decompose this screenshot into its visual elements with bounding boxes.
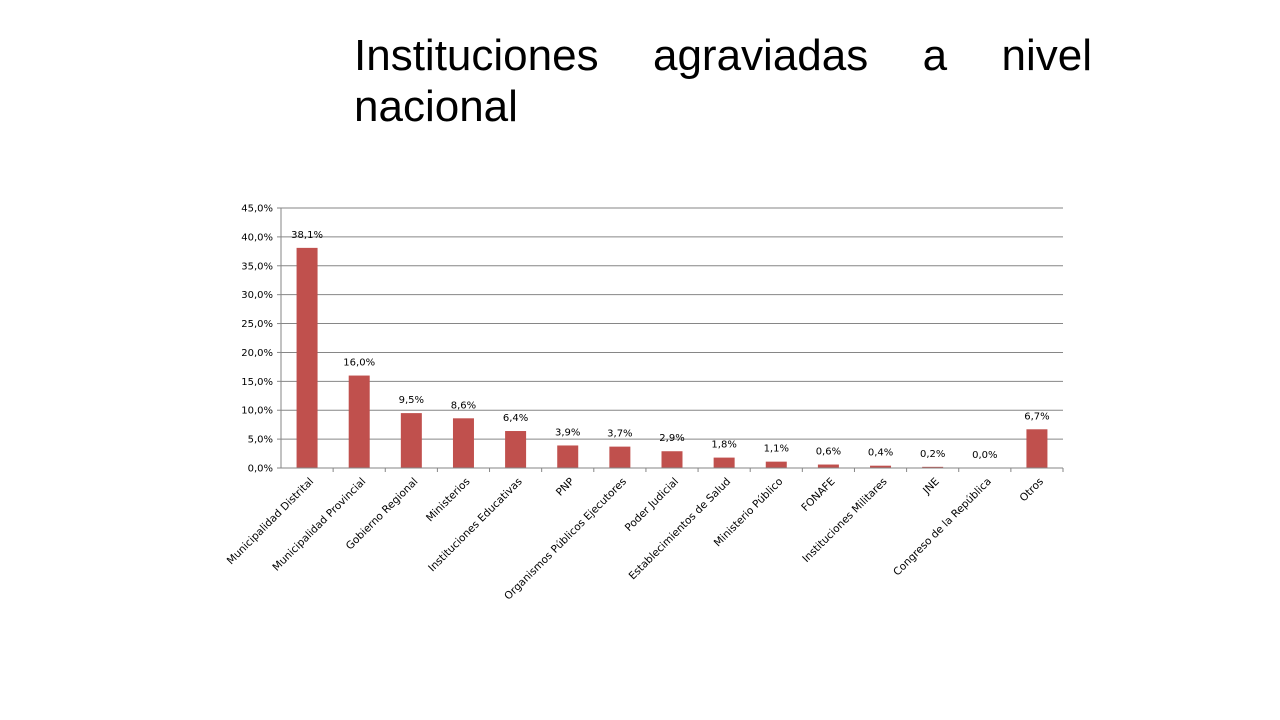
data-labels: 38,1% 16,0% 9,5% 8,6% 6,4% 3,9% 3,7% 2,9% 1,8% 1,… — [291, 230, 1049, 461]
y-tick-label: 40,0% — [241, 232, 273, 243]
bar — [817, 464, 839, 468]
gridlines — [281, 207, 1063, 469]
bar — [661, 451, 683, 468]
y-tick-label: 20,0% — [241, 348, 273, 359]
data-label: 3,9% — [555, 427, 580, 438]
bars — [296, 247, 1048, 468]
y-tick-label: 10,0% — [241, 406, 273, 417]
bar — [1026, 429, 1048, 468]
y-tick-label: 35,0% — [241, 261, 273, 272]
bar — [557, 445, 579, 468]
category-label: Ministerios — [424, 476, 473, 525]
bar — [452, 418, 474, 468]
bar — [609, 446, 631, 468]
category-label: Municipalidad Distrital — [225, 476, 316, 567]
y-tick-labels: 0,0% 5,0% 10,0% 15,0% 20,0% 25,0% 30,0% 35,0% 40… — [241, 204, 273, 475]
y-tick-label: 5,0% — [248, 435, 273, 446]
category-label: Instituciones Educativas — [426, 476, 525, 575]
bar — [505, 431, 527, 468]
data-label: 8,6% — [451, 400, 476, 411]
data-label: 0,4% — [868, 448, 893, 459]
category-label: Congreso de la República — [891, 476, 994, 579]
data-label: 6,7% — [1024, 411, 1049, 422]
category-label: Otros — [1018, 476, 1047, 505]
data-label: 0,6% — [816, 447, 841, 458]
bar — [348, 375, 370, 468]
category-label: FONAFE — [799, 476, 837, 514]
category-label: Establecimientos de Salud — [627, 476, 734, 583]
y-tick-label: 45,0% — [241, 204, 273, 215]
bar — [713, 457, 735, 468]
bar — [922, 466, 944, 468]
bar — [870, 465, 892, 468]
data-label: 2,9% — [659, 433, 684, 444]
data-label: 3,7% — [607, 429, 632, 440]
bar — [296, 247, 318, 468]
data-label: 0,0% — [972, 450, 997, 461]
category-label: Instituciones Militares — [800, 476, 889, 565]
category-label: Municipalidad Provincial — [270, 476, 368, 574]
data-label: 16,0% — [343, 358, 375, 369]
y-tick-label: 0,0% — [248, 464, 273, 475]
category-label: PNP — [554, 476, 577, 499]
slide-title: Instituciones agraviadas a nivel naciona… — [354, 31, 1092, 131]
data-label: 38,1% — [291, 230, 323, 241]
data-label: 1,8% — [711, 440, 736, 451]
category-label: Poder Judicial — [623, 476, 681, 534]
y-tick-label: 15,0% — [241, 377, 273, 388]
data-label: 0,2% — [920, 449, 945, 460]
axes — [277, 207, 1064, 472]
category-label: JNE — [920, 476, 942, 498]
data-label: 9,5% — [399, 395, 424, 406]
bar — [400, 413, 422, 468]
bar — [765, 461, 787, 468]
data-label: 1,1% — [764, 444, 789, 455]
y-tick-label: 25,0% — [241, 319, 273, 330]
y-tick-label: 30,0% — [241, 290, 273, 301]
data-label: 6,4% — [503, 413, 528, 424]
